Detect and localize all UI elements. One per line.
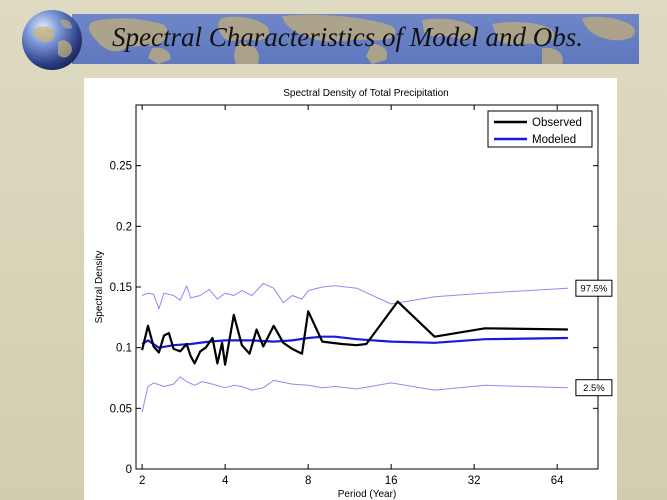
title-banner [72, 14, 639, 64]
x-tick-label: 16 [385, 475, 398, 487]
legend: Observed Modeled [487, 110, 593, 148]
plot-area [135, 104, 599, 470]
x-axis-label: Period (Year) [338, 489, 397, 500]
y-tick-label: 0.15 [110, 282, 132, 294]
y-tick-label: 0 [126, 464, 132, 476]
slide-title: Spectral Characteristics of Model and Ob… [112, 22, 583, 52]
series-line-2-5- [141, 376, 568, 413]
y-tick-label: 0.2 [116, 221, 132, 233]
percentile-label: 2.5% [583, 383, 605, 394]
chart-figure: Spectral Density of Total Precipitation … [84, 78, 617, 500]
x-tick-label: 4 [222, 475, 229, 487]
y-axis-label: Spectral Density [94, 251, 105, 324]
y-tick-label: 0.05 [110, 403, 132, 415]
percentile-label-box [575, 379, 613, 397]
percentile-label: 97.5% [580, 284, 607, 295]
y-tick-label: 0.25 [110, 161, 132, 173]
x-tick-label: 2 [139, 475, 145, 487]
chart-title: Spectral Density of Total Precipitation [283, 88, 448, 99]
legend-label-modeled: Modeled [532, 134, 576, 146]
x-tick-label: 8 [305, 475, 311, 487]
globe-icon [22, 10, 82, 70]
world-map-decoration [89, 14, 635, 64]
percentile-label-box [575, 279, 613, 297]
spectral-chart: Spectral Density of Total Precipitation … [94, 88, 613, 500]
series-line-observed [141, 300, 568, 366]
series-line-97-5- [141, 282, 568, 310]
x-tick-label: 64 [551, 475, 564, 487]
x-tick-label: 32 [468, 475, 481, 487]
legend-box [487, 110, 593, 148]
y-tick-label: 0.1 [116, 343, 132, 355]
legend-label-observed: Observed [532, 117, 582, 129]
